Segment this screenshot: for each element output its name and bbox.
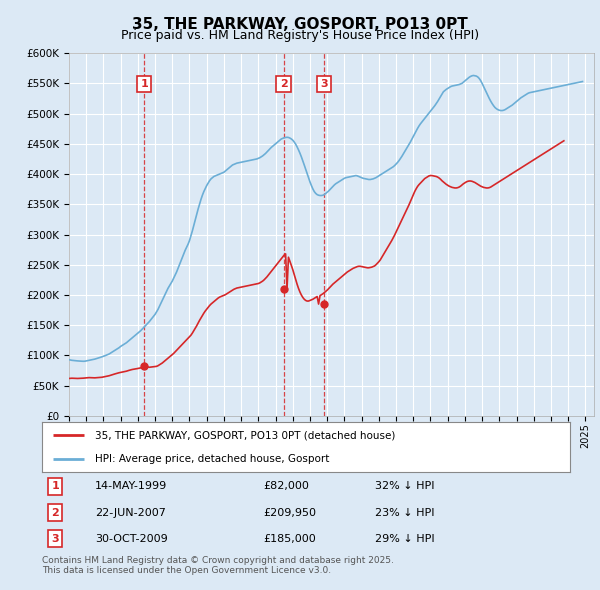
Text: 3: 3 (320, 79, 328, 89)
Text: £82,000: £82,000 (264, 481, 310, 491)
Text: 3: 3 (52, 533, 59, 543)
Text: HPI: Average price, detached house, Gosport: HPI: Average price, detached house, Gosp… (95, 454, 329, 464)
Text: 30-OCT-2009: 30-OCT-2009 (95, 533, 167, 543)
Text: 22-JUN-2007: 22-JUN-2007 (95, 507, 166, 517)
Text: 35, THE PARKWAY, GOSPORT, PO13 0PT: 35, THE PARKWAY, GOSPORT, PO13 0PT (132, 17, 468, 31)
Text: Contains HM Land Registry data © Crown copyright and database right 2025.
This d: Contains HM Land Registry data © Crown c… (42, 556, 394, 575)
Text: 2: 2 (280, 79, 287, 89)
Text: 2: 2 (52, 507, 59, 517)
Text: 1: 1 (52, 481, 59, 491)
Text: 23% ↓ HPI: 23% ↓ HPI (374, 507, 434, 517)
Text: 14-MAY-1999: 14-MAY-1999 (95, 481, 167, 491)
Text: Price paid vs. HM Land Registry's House Price Index (HPI): Price paid vs. HM Land Registry's House … (121, 30, 479, 42)
Text: £209,950: £209,950 (264, 507, 317, 517)
Text: 1: 1 (140, 79, 148, 89)
Text: 32% ↓ HPI: 32% ↓ HPI (374, 481, 434, 491)
Text: 29% ↓ HPI: 29% ↓ HPI (374, 533, 434, 543)
Text: 35, THE PARKWAY, GOSPORT, PO13 0PT (detached house): 35, THE PARKWAY, GOSPORT, PO13 0PT (deta… (95, 430, 395, 440)
Text: £185,000: £185,000 (264, 533, 317, 543)
